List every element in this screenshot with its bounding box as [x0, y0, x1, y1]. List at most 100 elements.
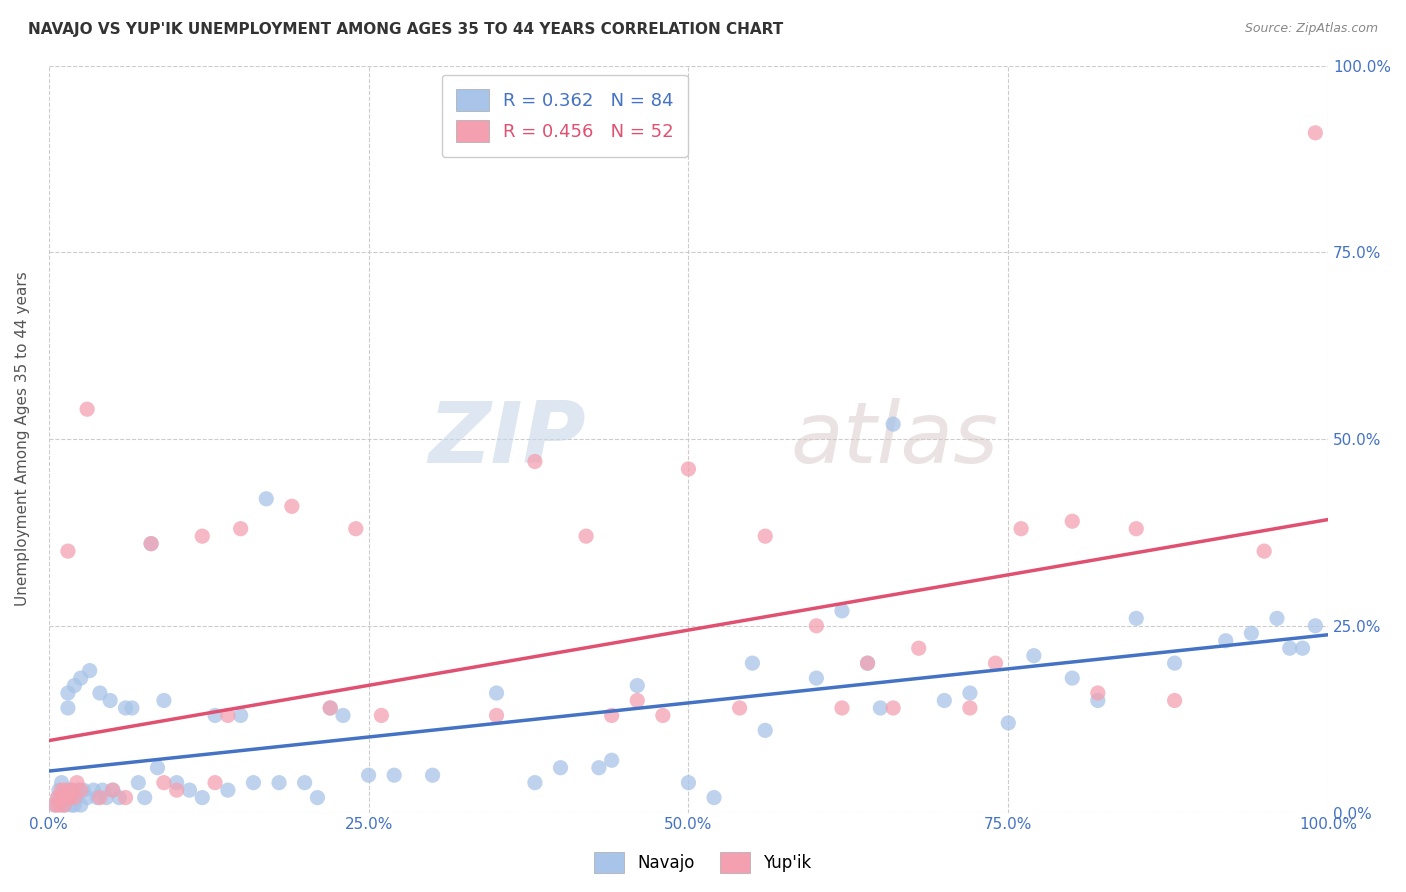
Point	[60, 798, 83, 813]
Point	[703, 790, 725, 805]
Point	[153, 693, 176, 707]
Point	[741, 656, 763, 670]
Point	[281, 500, 304, 514]
Point	[307, 790, 329, 805]
Point	[63, 790, 86, 805]
Point	[204, 775, 226, 789]
Point	[44, 798, 66, 813]
Point	[1240, 626, 1263, 640]
Legend: Navajo, Yup'ik: Navajo, Yup'ik	[588, 846, 818, 880]
Point	[166, 775, 188, 789]
Point	[66, 790, 89, 805]
Point	[485, 686, 508, 700]
Point	[422, 768, 444, 782]
Point	[806, 671, 828, 685]
Point	[51, 790, 73, 805]
Point	[242, 775, 264, 789]
Point	[53, 790, 76, 805]
Point	[63, 679, 86, 693]
Point	[332, 708, 354, 723]
Point	[319, 701, 342, 715]
Point	[51, 775, 73, 789]
Point	[139, 536, 162, 550]
Point	[1087, 686, 1109, 700]
Point	[101, 783, 124, 797]
Point	[101, 783, 124, 797]
Point	[51, 783, 73, 797]
Point	[1291, 641, 1313, 656]
Text: NAVAJO VS YUP'IK UNEMPLOYMENT AMONG AGES 35 TO 44 YEARS CORRELATION CHART: NAVAJO VS YUP'IK UNEMPLOYMENT AMONG AGES…	[28, 22, 783, 37]
Point	[46, 790, 69, 805]
Point	[1305, 126, 1327, 140]
Point	[344, 522, 367, 536]
Point	[51, 790, 73, 805]
Point	[229, 522, 252, 536]
Point	[831, 604, 853, 618]
Point	[1163, 693, 1185, 707]
Point	[856, 656, 879, 670]
Point	[191, 790, 214, 805]
Point	[56, 544, 79, 558]
Point	[357, 768, 380, 782]
Point	[831, 701, 853, 715]
Point	[959, 701, 981, 715]
Point	[59, 783, 82, 797]
Point	[984, 656, 1007, 670]
Point	[600, 708, 623, 723]
Point	[60, 783, 83, 797]
Point	[191, 529, 214, 543]
Point	[806, 619, 828, 633]
Point	[1062, 671, 1084, 685]
Point	[48, 783, 70, 797]
Point	[153, 775, 176, 789]
Point	[56, 686, 79, 700]
Point	[882, 417, 904, 431]
Point	[754, 529, 776, 543]
Point	[96, 790, 118, 805]
Point	[134, 790, 156, 805]
Point	[856, 656, 879, 670]
Point	[114, 790, 136, 805]
Point	[869, 701, 891, 715]
Point	[550, 761, 572, 775]
Point	[651, 708, 673, 723]
Point	[626, 693, 648, 707]
Point	[319, 701, 342, 715]
Point	[55, 798, 77, 813]
Point	[1265, 611, 1288, 625]
Point	[907, 641, 929, 656]
Point	[166, 783, 188, 797]
Point	[48, 798, 70, 813]
Point	[55, 783, 77, 797]
Point	[76, 790, 98, 805]
Point	[89, 790, 111, 805]
Point	[600, 753, 623, 767]
Point	[204, 708, 226, 723]
Point	[76, 402, 98, 417]
Text: Source: ZipAtlas.com: Source: ZipAtlas.com	[1244, 22, 1378, 36]
Point	[67, 783, 90, 797]
Point	[959, 686, 981, 700]
Legend: R = 0.362   N = 84, R = 0.456   N = 52: R = 0.362 N = 84, R = 0.456 N = 52	[441, 75, 688, 157]
Point	[485, 708, 508, 723]
Point	[1305, 619, 1327, 633]
Point	[588, 761, 610, 775]
Point	[58, 790, 80, 805]
Point	[63, 798, 86, 813]
Point	[267, 775, 290, 789]
Point	[254, 491, 277, 506]
Point	[69, 671, 91, 685]
Point	[523, 454, 546, 468]
Point	[1215, 633, 1237, 648]
Point	[58, 790, 80, 805]
Point	[51, 798, 73, 813]
Point	[56, 701, 79, 715]
Point	[382, 768, 405, 782]
Point	[114, 701, 136, 715]
Point	[934, 693, 956, 707]
Point	[56, 790, 79, 805]
Point	[89, 686, 111, 700]
Point	[626, 679, 648, 693]
Point	[217, 708, 239, 723]
Point	[179, 783, 201, 797]
